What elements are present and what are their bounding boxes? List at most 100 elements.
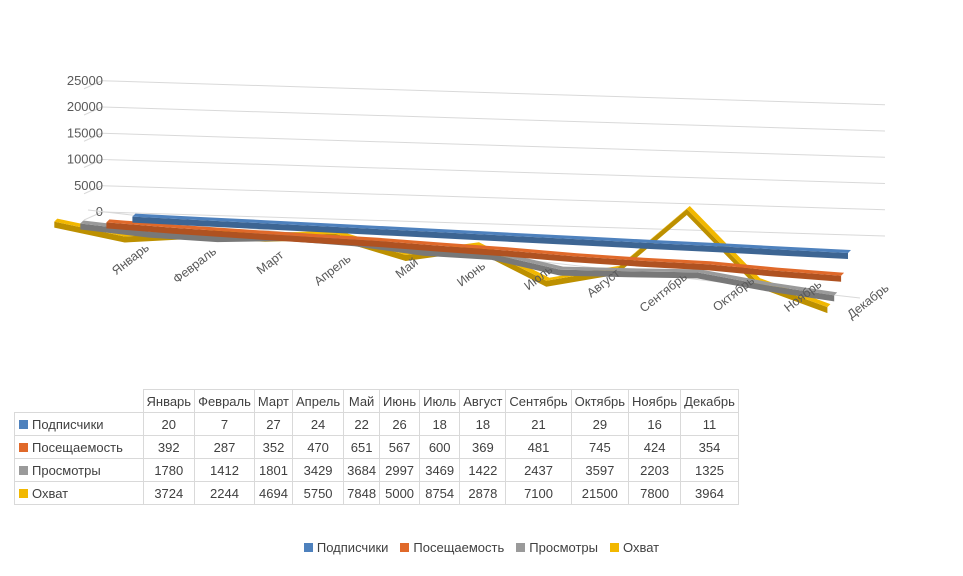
table-cell: 3469 [419,458,461,482]
table-cell: 600 [419,435,461,459]
table-header-row: Январь Февраль Март Апрель Май Июнь Июль Август… [14,389,739,413]
legend-label: Посещаемость [413,540,505,555]
table-cell: 7 [194,412,255,436]
table-cell: 651 [343,435,381,459]
table-cell: 7848 [343,481,381,505]
table-row: Посещаемость 392 287 352 470 651 567 600 369 481 7… [14,435,739,459]
legend-label: Подписчики [316,540,389,555]
x-tick-label: Апрель [311,251,353,288]
table-cell: 3964 [680,481,739,505]
table-cell: 2878 [459,481,507,505]
table-row-label: Просмотры [14,458,144,482]
gridline [101,159,886,184]
table-cell: 1780 [142,458,196,482]
table-header-cell: Апрель [292,389,345,413]
table-cell: 2997 [379,458,421,482]
table-cell: 745 [570,435,630,459]
legend-item: Подписчики [303,540,389,555]
table-cell: 29 [570,412,630,436]
table-header-cell: Декабрь [680,389,739,413]
legend-swatch [303,543,313,552]
table-cell: 369 [459,435,507,459]
table-cell: 3429 [292,458,345,482]
gridline-side [83,132,103,142]
table-row: Просмотры 1780 1412 1801 3429 3684 2997 3469 142… [14,458,739,482]
data-table: Январь Февраль Март Апрель Май Июнь Июль Август… [14,389,739,505]
table-cell: 5000 [379,481,421,505]
table-cell: 8754 [419,481,461,505]
table-header-cell: Октябрь [570,389,630,413]
table-cell: 2244 [194,481,255,505]
table-cell: 2203 [628,458,682,482]
y-tick-label: 5000 [74,178,103,193]
gridline [101,106,886,132]
table-cell: 18 [419,412,461,436]
table-cell: 7800 [628,481,682,505]
y-tick-label: 15000 [67,125,103,140]
table-cell: 24 [292,412,345,436]
gridline [101,185,886,211]
table-cell: 3597 [570,458,630,482]
table-cell: 1422 [459,458,507,482]
table-cell: 26 [379,412,421,436]
x-tick-label: Март [254,248,286,278]
y-tick-label: 10000 [67,152,103,167]
table-header-cell: Май [343,389,381,413]
table-cell: 1412 [194,458,255,482]
gridline-side [83,185,103,195]
table-header-cell: Август [459,389,507,413]
table-cell: 3684 [343,458,381,482]
table-row-label: Посещаемость [14,435,144,459]
table-header-cell: Январь [142,389,196,413]
series-top [106,219,845,276]
series-top [132,213,851,253]
table-corner [14,389,144,413]
series-swatch [19,419,28,429]
table-cell: 481 [505,435,572,459]
series-swatch [19,465,28,475]
series-1 [132,213,851,259]
table-cell: 7100 [505,481,572,505]
table-header-cell: Февраль [194,389,255,413]
x-tick-label: Декабрь [844,281,891,322]
gridline-side [83,106,103,116]
table-row: Охват 3724 2244 4694 5750 7848 5000 8754 2878 710… [14,481,739,505]
series-side [106,222,842,282]
gridline [101,80,886,106]
gridline-side [83,211,103,221]
table-cell: 22 [343,412,381,436]
table-cell: 470 [292,435,345,459]
y-tick-label: 25000 [67,73,103,88]
table-cell: 424 [628,435,682,459]
legend-label: Охват [622,540,660,555]
series-side [132,216,848,259]
gridline-side [83,80,103,90]
table-row-label: Подписчики [14,412,144,436]
series-2 [106,219,845,282]
table-cell: 287 [194,435,255,459]
gridline [101,211,886,237]
legend-item: Посещаемость [400,540,504,555]
chart-plot: 0500010000150002000025000ЯнварьФевральМа… [54,73,891,322]
table-cell: 567 [379,435,421,459]
table-header-cell: Июль [419,389,461,413]
table-row-label: Охват [14,481,144,505]
x-tick-label: Январь [109,240,151,277]
x-tick-label: Февраль [170,244,219,286]
gridline-side [83,159,103,168]
table-cell: 21 [505,412,572,436]
table-cell: 20 [142,412,196,436]
legend-swatch [400,543,410,552]
table-cell: 354 [680,435,739,459]
series-swatch [19,442,28,452]
table-cell: 21500 [570,481,630,505]
series-swatch [19,488,28,498]
table-header-cell: Ноябрь [628,389,682,413]
table-cell: 352 [253,435,294,459]
legend-swatch [516,543,526,552]
table-cell: 1325 [680,458,739,482]
legend: Подписчики Посещаемость Просмотры Охват [0,540,963,555]
legend-swatch [609,543,619,552]
table-header-cell: Июнь [379,389,421,413]
table-cell: 4694 [253,481,294,505]
